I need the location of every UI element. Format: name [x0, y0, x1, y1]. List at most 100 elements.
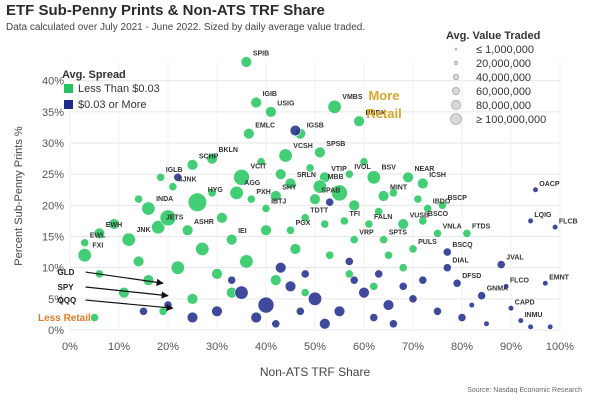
size-legend-label: ≥ 100,000,000	[476, 114, 546, 126]
data-point	[307, 291, 322, 306]
data-point	[295, 306, 305, 316]
data-point	[275, 261, 287, 274]
size-legend-marker	[454, 47, 458, 51]
x-tick-label: 50%	[304, 341, 326, 353]
label-iglb: IGLB	[166, 167, 183, 174]
point-iei	[226, 233, 238, 246]
data-point	[382, 299, 395, 311]
size-legend-marker	[451, 87, 460, 96]
x-tick-label: 0%	[62, 341, 78, 353]
point-mbb	[312, 179, 327, 194]
source-note: Source: Nasdaq Economic Research	[467, 387, 582, 394]
point-jets	[151, 220, 166, 235]
data-point	[173, 172, 183, 182]
point-tfi	[339, 216, 349, 226]
data-point	[234, 285, 249, 300]
arrow-qqq	[85, 299, 174, 312]
point-dfsd	[452, 278, 462, 288]
point-mint	[377, 190, 390, 202]
point-jval	[496, 260, 506, 269]
size-legend-label: 40,000,000	[476, 72, 531, 84]
data-point	[319, 318, 331, 330]
point-ewh	[93, 227, 106, 240]
label-ibtj: IBTJ	[271, 198, 286, 205]
data-point	[250, 311, 262, 324]
label-vcsh: VCSH	[293, 143, 312, 150]
label-igsb: IGSB	[307, 122, 324, 129]
point-bkln	[206, 152, 218, 165]
data-point	[331, 184, 348, 202]
data-point	[195, 241, 210, 256]
label-capd: CAPD	[515, 299, 535, 306]
label-vusb: VUSB	[410, 213, 429, 220]
arrow-spy	[85, 286, 169, 299]
data-point	[547, 323, 554, 330]
chart-subtitle: Data calculated over July 2021 - June 20…	[6, 22, 366, 33]
point-srln	[284, 177, 297, 190]
data-point	[118, 286, 130, 299]
y-tick-label: 10%	[42, 263, 64, 275]
point-vmbs	[327, 99, 342, 114]
data-point	[260, 224, 272, 236]
label-pgx: PGX	[296, 220, 311, 227]
data-point	[320, 219, 330, 229]
point-sjnk	[168, 182, 178, 192]
label-spib: SPIB	[253, 51, 269, 58]
point-bsco	[418, 216, 428, 226]
x-tick-label: 100%	[546, 341, 574, 353]
label-ewh: EWH	[106, 222, 122, 229]
data-point	[413, 194, 423, 204]
label-mbb: MBB	[328, 174, 344, 181]
data-point	[289, 124, 302, 137]
size-legend-marker	[453, 60, 459, 66]
size-legend-label: 20,000,000	[476, 58, 531, 70]
data-point	[271, 319, 281, 329]
data-point	[300, 288, 310, 298]
point-flco	[503, 283, 510, 290]
data-point	[211, 268, 223, 280]
data-point	[186, 311, 199, 324]
point-icsh	[417, 177, 429, 190]
size-legend-marker	[451, 100, 461, 110]
point-emlc	[243, 127, 255, 140]
data-point	[468, 301, 475, 309]
data-point	[239, 254, 254, 269]
data-point	[398, 281, 408, 291]
label-bsco: BSCO	[428, 211, 449, 218]
x-tick-label: 10%	[108, 341, 130, 353]
point-near	[402, 171, 414, 184]
label-icsh: ICSH	[429, 172, 446, 179]
label-vrp: VRP	[359, 230, 374, 237]
annotation-more-retail: More	[368, 88, 399, 103]
point-ewl	[80, 238, 90, 248]
spread-legend-label: Less Than $0.03	[78, 83, 160, 95]
point-jnk	[121, 232, 136, 247]
label-emlc: EMLC	[255, 122, 275, 129]
label-ivol: IVOL	[354, 164, 371, 171]
data-point	[256, 157, 266, 167]
arrow-label-spy: SPY	[58, 283, 75, 292]
label-bscq: BSCQ	[452, 242, 473, 249]
data-point	[227, 275, 237, 285]
point-oacp	[532, 186, 539, 193]
data-point	[300, 269, 310, 279]
point-bndx	[353, 115, 365, 127]
label-bsv: BSV	[382, 165, 397, 172]
label-ashr: ASHR	[194, 219, 214, 226]
label-vnla: VNLA	[443, 223, 462, 230]
data-point	[527, 323, 534, 330]
point-puls	[408, 244, 418, 254]
label-hyg: HYG	[208, 187, 224, 194]
data-point	[344, 269, 354, 279]
point-capd	[507, 305, 515, 312]
y-tick-label: 30%	[42, 138, 64, 150]
point-pgx	[286, 225, 295, 235]
point-hyg	[187, 192, 207, 212]
label-vmbs: VMBS	[342, 94, 363, 101]
label-ibdo: IBDO	[433, 198, 451, 205]
label-usig: USIG	[277, 100, 295, 107]
point-ashr	[181, 224, 194, 236]
data-point	[170, 260, 185, 275]
annotation-less-retail: Less Retail	[38, 313, 91, 324]
point-flcb	[551, 224, 559, 231]
